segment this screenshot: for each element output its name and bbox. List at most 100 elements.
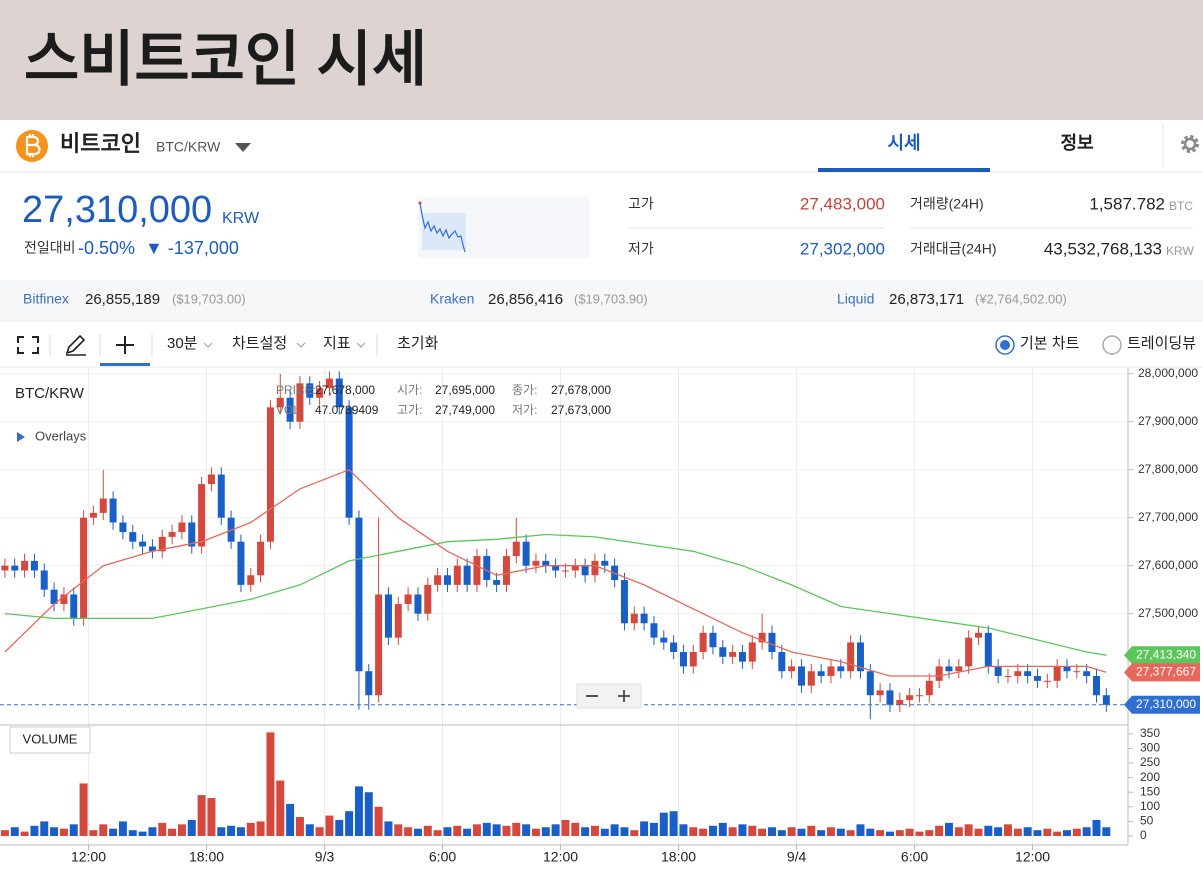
radio[interactable]: [995, 335, 1015, 355]
candle-body: [512, 541, 520, 557]
volume-bar: [944, 822, 953, 836]
volume-bar: [384, 821, 393, 836]
candle-body: [984, 632, 992, 667]
candle-body: [207, 474, 215, 485]
candle-body: [620, 580, 628, 624]
candle-body: [99, 498, 107, 513]
info-label: 저가:: [512, 403, 537, 417]
candle-body: [463, 565, 471, 585]
volume-bar: [128, 830, 137, 836]
volume-bar: [502, 825, 511, 836]
toolbar-item[interactable]: 지표: [323, 335, 351, 352]
candle-body: [925, 680, 933, 696]
candle-body: [365, 671, 373, 696]
volume-bar: [610, 824, 619, 836]
candle-body: [355, 517, 363, 672]
candle-body: [1, 565, 9, 571]
candle-body: [414, 594, 422, 614]
volume-bar: [1082, 827, 1091, 836]
candle-body: [502, 556, 510, 585]
volume-bar: [187, 819, 196, 836]
current-price: 27,310,000: [22, 189, 212, 231]
volume-bar: [561, 819, 570, 836]
plot: 27,500,000 27,600,000 27,700,000 27,800,000…: [0, 366, 1198, 865]
volume-bar: [512, 822, 521, 836]
candle-body: [266, 407, 274, 542]
tab[interactable]: 시세: [887, 133, 920, 153]
volume-bar: [404, 827, 413, 836]
candle-body: [581, 565, 589, 576]
volume-bar: [620, 827, 629, 836]
volume-bar: [158, 822, 167, 836]
volume-bar: [177, 824, 186, 836]
volume-bar: [885, 831, 894, 836]
volume-tick-label: 0: [1140, 828, 1147, 842]
candle-body: [778, 652, 786, 672]
tab-indicator: [818, 168, 990, 172]
candle-body: [1083, 671, 1091, 677]
zoom-in[interactable]: [618, 690, 630, 702]
candle-body: [522, 541, 530, 566]
dropdown-arrow[interactable]: [235, 143, 251, 152]
candle-body: [21, 560, 29, 571]
candle-body: [768, 632, 776, 653]
y-tick-label: 27,600,000: [1138, 558, 1198, 572]
y-tick-label: 27,700,000: [1138, 510, 1198, 524]
toolbar-item[interactable]: 차트설정: [232, 335, 287, 352]
candle-body: [473, 556, 481, 585]
candle-body: [542, 560, 550, 566]
crosshair-icon[interactable]: [116, 336, 134, 354]
x-tick-label: 6:00: [429, 849, 456, 865]
price-tag-label: 27,413,340: [1136, 647, 1196, 661]
change-abs: ▼ -137,000: [145, 238, 239, 258]
toolbar-item[interactable]: 30분: [167, 335, 198, 352]
settings-icon[interactable]: [1181, 135, 1199, 153]
volume-bar: [148, 827, 157, 836]
chart-mode[interactable]: 트레이딩뷰: [1127, 335, 1196, 352]
volume-bar: [246, 822, 255, 836]
volume-bar: [630, 830, 639, 836]
volume-bar: [305, 824, 314, 836]
fullscreen-icon[interactable]: [17, 336, 39, 354]
stat-value: 27,483,000: [800, 194, 885, 213]
exchange-name: Bitfinex: [23, 291, 69, 307]
stat-label: 거래대금(24H): [910, 241, 997, 257]
overlay-arrow[interactable]: [17, 432, 25, 442]
change-pct: -0.50%: [78, 238, 135, 258]
candle-body: [384, 594, 392, 638]
chart-mode[interactable]: 기본 차트: [1020, 335, 1080, 352]
candle-body: [679, 652, 687, 667]
price-tag-label: 27,377,667: [1136, 665, 1196, 679]
overlays-label[interactable]: Overlays: [35, 428, 87, 443]
volume-bar: [531, 828, 540, 836]
candle-body: [424, 584, 432, 614]
candle-body: [630, 613, 638, 624]
candle-body: [1073, 671, 1081, 673]
x-tick-label: 18:00: [661, 849, 696, 865]
info-value: 27,695,000: [435, 383, 495, 397]
volume-bar: [866, 828, 875, 836]
price-tags: 27,413,340 27,377,667 27,310,000: [1124, 646, 1200, 714]
volume-tick-label: 300: [1140, 741, 1160, 755]
candle-body: [945, 666, 953, 672]
candle-body: [817, 671, 825, 677]
tab[interactable]: 정보: [1060, 133, 1093, 153]
change-label: 전일대비: [24, 240, 76, 256]
candle-body: [601, 560, 609, 566]
volume-bar: [364, 792, 373, 836]
candle-body: [807, 671, 815, 686]
stat-value: 1,587.782: [1089, 194, 1165, 213]
volume-bar: [826, 827, 835, 836]
toolbar-item[interactable]: 초기화: [397, 335, 439, 352]
exchange-name: Liquid: [837, 291, 874, 307]
volume-bar: [286, 803, 295, 836]
candle-body: [325, 378, 333, 389]
radio[interactable]: [1102, 335, 1122, 355]
pencil-icon[interactable]: [65, 334, 86, 356]
candle-body: [80, 517, 88, 619]
volume-bar: [1033, 830, 1042, 836]
coin-glyph: [25, 134, 41, 157]
volume-bar: [1003, 824, 1012, 836]
candle-body: [935, 666, 943, 681]
volume-bar: [354, 786, 363, 836]
